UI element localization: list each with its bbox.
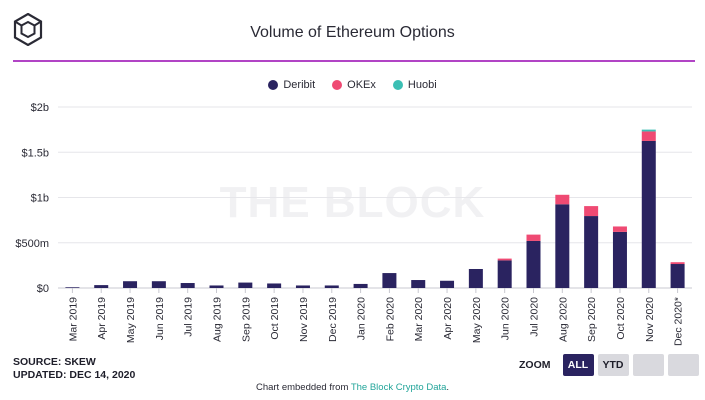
legend-item-huobi[interactable]: Huobi <box>392 79 437 91</box>
bar-deribit <box>382 273 397 288</box>
bar-deribit <box>94 285 109 288</box>
legend-label-okex: OKEx <box>347 79 376 91</box>
zoom-range-button-2[interactable] <box>667 354 699 376</box>
x-tick-label: Mar 2020 <box>413 297 425 342</box>
source-note: SOURCE: SKEW UPDATED: DEC 14, 2020 <box>13 356 135 382</box>
embed-note: Chart embedded from The Block Crypto Dat… <box>0 382 705 393</box>
zoom-ytd-button[interactable]: YTD <box>597 354 629 376</box>
legend-item-okex[interactable]: OKEx <box>332 79 376 91</box>
x-tick-label: Nov 2019 <box>298 297 310 342</box>
bar-chart: $0 $500m $1b $1.5b $2b Mar 2019 Apr 2019 May 20… <box>15 102 692 346</box>
x-tick-label: Nov 2020 <box>644 297 656 342</box>
x-tick-label: Apr 2019 <box>96 297 108 340</box>
x-tick-label: Jul 2020 <box>529 297 541 337</box>
updated-text: UPDATED: DEC 14, 2020 <box>13 369 136 381</box>
bar-deribit <box>238 282 253 288</box>
legend-swatch-deribit <box>268 80 279 90</box>
watermark: THE BLOCK <box>219 178 486 227</box>
chart-title: Volume of Ethereum Options <box>250 24 455 41</box>
x-tick-label: Feb 2020 <box>384 297 396 342</box>
y-tick-label: $1b <box>31 193 49 205</box>
x-tick-label: Oct 2020 <box>615 297 627 340</box>
bar-deribit <box>209 285 224 288</box>
x-tick-label: Jul 2019 <box>183 297 195 337</box>
source-text: SOURCE: SKEW <box>13 356 96 368</box>
bar-okex <box>612 226 627 232</box>
legend-swatch-huobi <box>392 80 403 90</box>
x-tick-label: Oct 2019 <box>269 297 281 340</box>
bar-okex <box>670 262 685 265</box>
zoom-all-button[interactable]: ALL <box>562 354 594 376</box>
embed-link[interactable]: The Block Crypto Data <box>350 382 447 393</box>
embed-prefix: Chart embedded from <box>255 382 351 393</box>
bar-deribit <box>641 140 656 288</box>
x-tick-label: Mar 2019 <box>67 297 79 342</box>
legend-item-deribit[interactable]: Deribit <box>268 79 315 91</box>
embed-suffix: . <box>446 382 450 393</box>
bar-deribit <box>497 260 512 288</box>
bar-okex <box>526 234 541 241</box>
x-tick-label: Jan 2020 <box>356 297 368 340</box>
x-tick-label: Dec 2020* <box>673 297 685 346</box>
bar-deribit <box>526 240 541 288</box>
bar-deribit <box>180 283 195 288</box>
x-tick-label: Sep 2019 <box>240 297 252 342</box>
x-tick-label: Aug 2019 <box>212 297 224 342</box>
x-tick-label: May 2019 <box>125 297 137 343</box>
bar-deribit <box>353 283 368 288</box>
bar-deribit <box>295 285 310 288</box>
legend-label-deribit: Deribit <box>283 79 316 91</box>
title-divider <box>13 60 695 62</box>
y-tick-label: $1.5b <box>21 147 49 159</box>
zoom-label: ZOOM <box>519 359 551 371</box>
bar-deribit <box>468 268 483 288</box>
x-tick-label: May 2020 <box>471 297 483 343</box>
bar-deribit <box>267 283 282 288</box>
bar-okex <box>497 258 512 261</box>
bar-okex <box>641 131 656 141</box>
bar-deribit <box>612 231 627 288</box>
chart-legend: Deribit OKEx Huobi <box>0 79 705 91</box>
y-tick-label: $2b <box>31 102 49 114</box>
x-tick-label: Sep 2020 <box>586 297 598 342</box>
y-tick-label: $0 <box>37 283 49 295</box>
x-tick-label: Aug 2020 <box>557 297 569 342</box>
bar-deribit <box>584 216 599 288</box>
x-tick-label: Apr 2020 <box>442 297 454 340</box>
bar-deribit <box>324 285 339 288</box>
zoom-controls: ZOOM ALL YTD <box>519 354 699 376</box>
bar-deribit <box>670 264 685 288</box>
legend-label-huobi: Huobi <box>407 79 437 91</box>
bar-deribit <box>440 280 455 288</box>
zoom-range-button-1[interactable] <box>632 354 664 376</box>
bar-deribit <box>123 281 138 288</box>
bar-deribit <box>555 204 570 288</box>
bar-deribit <box>65 287 80 288</box>
x-tick-label: Dec 2019 <box>327 297 339 342</box>
bar-deribit <box>411 280 426 288</box>
the-block-logo-icon <box>13 13 43 46</box>
bar-okex <box>584 206 599 217</box>
bar-huobi <box>641 129 656 132</box>
legend-swatch-okex <box>332 80 343 90</box>
x-tick-label: Jun 2019 <box>154 297 166 340</box>
bar-okex <box>555 194 570 205</box>
x-tick-label: Jun 2020 <box>500 297 512 340</box>
y-tick-label: $500m <box>15 238 49 250</box>
bar-deribit <box>151 281 166 288</box>
